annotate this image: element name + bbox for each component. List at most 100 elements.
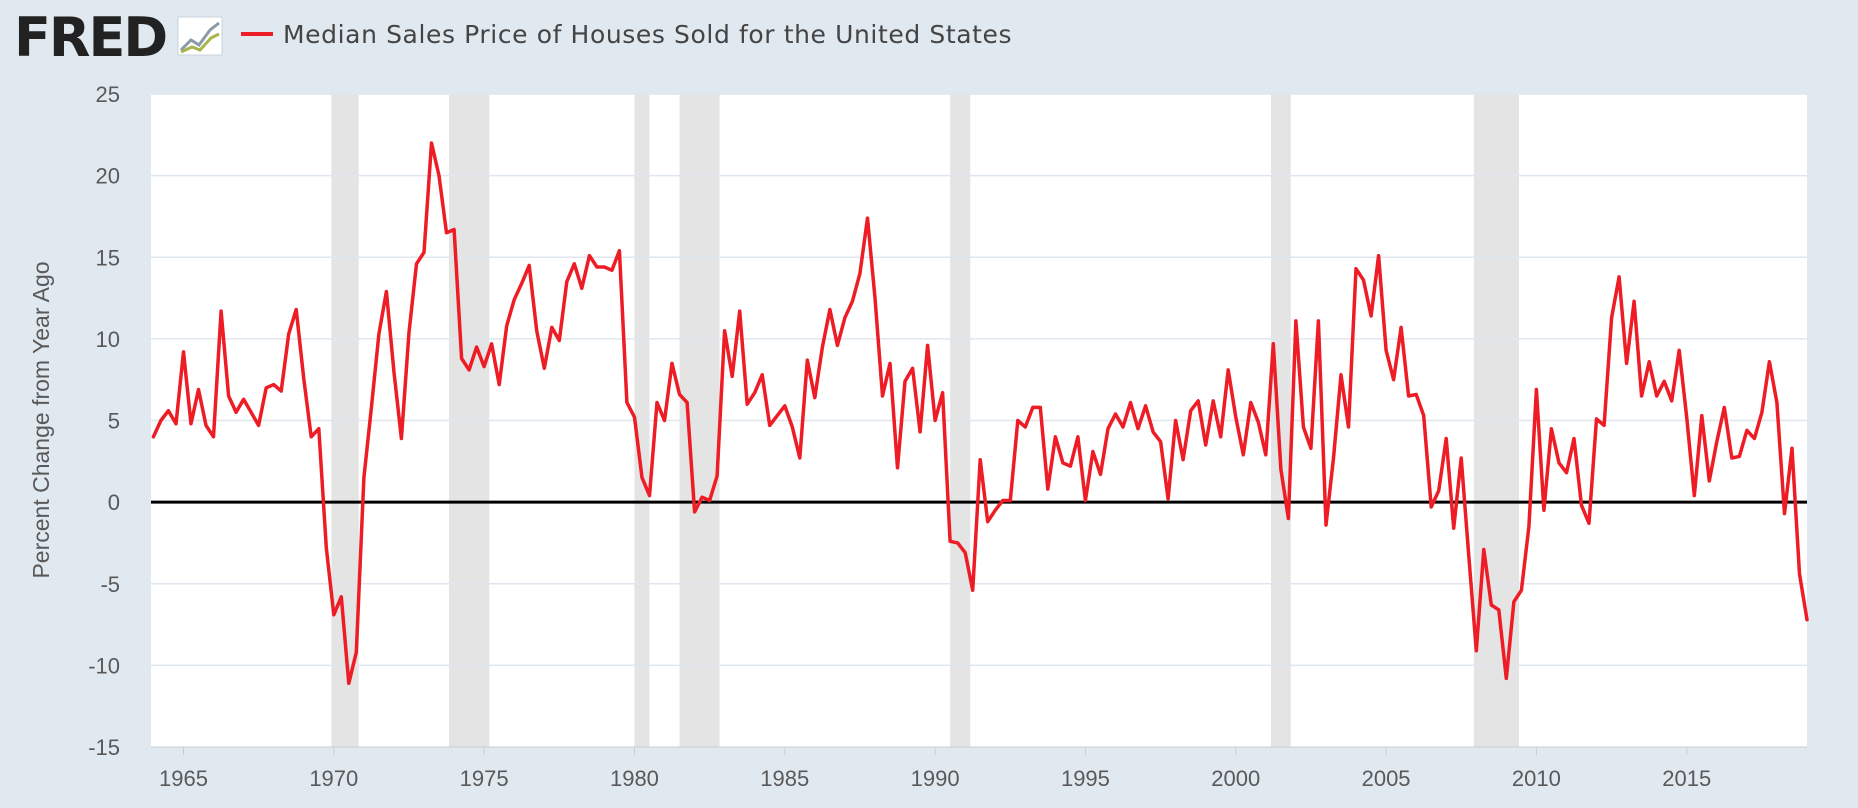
data-point — [227, 395, 230, 397]
data-point — [423, 251, 425, 254]
data-point — [498, 383, 501, 386]
line-chart-icon — [177, 16, 223, 56]
data-point — [1701, 414, 1703, 417]
x-tick-label: 2010 — [1512, 766, 1561, 791]
data-point — [851, 300, 854, 303]
data-point — [340, 596, 343, 598]
data-point — [393, 370, 395, 373]
data-point — [272, 383, 275, 386]
data-point — [1272, 343, 1275, 345]
data-point — [859, 272, 861, 275]
data-point — [400, 437, 403, 440]
data-point — [445, 232, 448, 234]
data-point — [475, 346, 478, 348]
data-point — [874, 297, 876, 299]
y-tick-label: -5 — [100, 572, 120, 597]
data-point — [528, 264, 530, 267]
data-point — [708, 499, 711, 502]
data-point — [1362, 279, 1365, 281]
data-point — [1332, 457, 1335, 459]
data-point — [505, 325, 508, 327]
data-point — [581, 287, 583, 290]
data-point — [152, 436, 155, 438]
data-point — [1648, 360, 1650, 363]
data-point — [1062, 462, 1064, 464]
data-point — [633, 416, 636, 419]
data-point — [1250, 401, 1252, 404]
data-point — [1002, 499, 1004, 502]
fred-logo-text: FRED — [14, 6, 166, 69]
data-point — [829, 308, 831, 311]
grid-lines — [151, 93, 1807, 667]
data-point — [1678, 349, 1680, 352]
data-point — [1753, 437, 1756, 440]
data-point — [490, 343, 493, 345]
data-point — [753, 391, 756, 394]
data-point — [663, 419, 666, 422]
data-point — [1114, 413, 1117, 415]
data-point — [1798, 573, 1801, 575]
data-point — [1152, 431, 1154, 433]
data-point — [723, 329, 726, 332]
data-point — [1610, 316, 1613, 319]
data-point — [941, 391, 944, 394]
data-point — [1310, 447, 1312, 450]
data-point — [1355, 267, 1357, 270]
x-tick-label: 1970 — [309, 766, 358, 791]
data-point — [1174, 419, 1177, 422]
data-point — [1219, 436, 1222, 438]
data-point — [836, 344, 839, 347]
data-point — [310, 436, 313, 438]
data-point — [1159, 440, 1162, 443]
data-point — [1595, 418, 1598, 420]
data-point — [1235, 416, 1237, 419]
data-point — [333, 614, 335, 616]
data-point — [1242, 454, 1245, 456]
data-point — [175, 423, 177, 425]
data-point — [1693, 494, 1696, 497]
data-point — [1708, 480, 1711, 482]
data-point — [611, 269, 613, 272]
data-point — [1204, 444, 1207, 446]
data-point — [265, 387, 268, 389]
data-point — [791, 426, 794, 428]
data-point — [460, 357, 463, 360]
x-tick-label: 2015 — [1662, 766, 1711, 791]
data-point — [1227, 369, 1229, 371]
x-tick-label: 1990 — [911, 766, 960, 791]
x-tick-label: 1995 — [1061, 766, 1110, 791]
data-points — [152, 142, 1808, 685]
data-point — [1039, 406, 1042, 409]
data-point — [242, 398, 245, 401]
data-point — [1468, 555, 1470, 557]
data-point — [1475, 649, 1478, 652]
data-point — [746, 403, 748, 406]
data-point — [1738, 455, 1741, 458]
x-tick-label: 1985 — [760, 766, 809, 791]
data-point — [911, 367, 914, 370]
data-point — [302, 377, 305, 379]
data-point — [378, 333, 380, 335]
data-point — [167, 409, 170, 412]
data-point — [1670, 400, 1673, 402]
data-point — [1122, 426, 1124, 428]
data-point — [1077, 436, 1079, 438]
data-point — [348, 682, 350, 685]
data-point — [535, 329, 538, 332]
data-point — [738, 310, 741, 312]
data-point — [566, 280, 568, 283]
data-point — [1182, 458, 1184, 461]
data-point — [1452, 527, 1455, 529]
data-point — [1761, 411, 1763, 414]
data-point — [520, 282, 523, 285]
data-point — [979, 458, 981, 461]
x-tick-label: 1980 — [610, 766, 659, 791]
data-point — [1024, 426, 1027, 428]
data-point — [190, 423, 192, 425]
data-point — [1768, 360, 1771, 363]
fred-logo[interactable]: FRED — [14, 6, 223, 69]
data-point — [1212, 400, 1214, 402]
data-point — [1746, 429, 1748, 432]
data-point — [558, 339, 561, 342]
data-point — [1685, 416, 1688, 419]
